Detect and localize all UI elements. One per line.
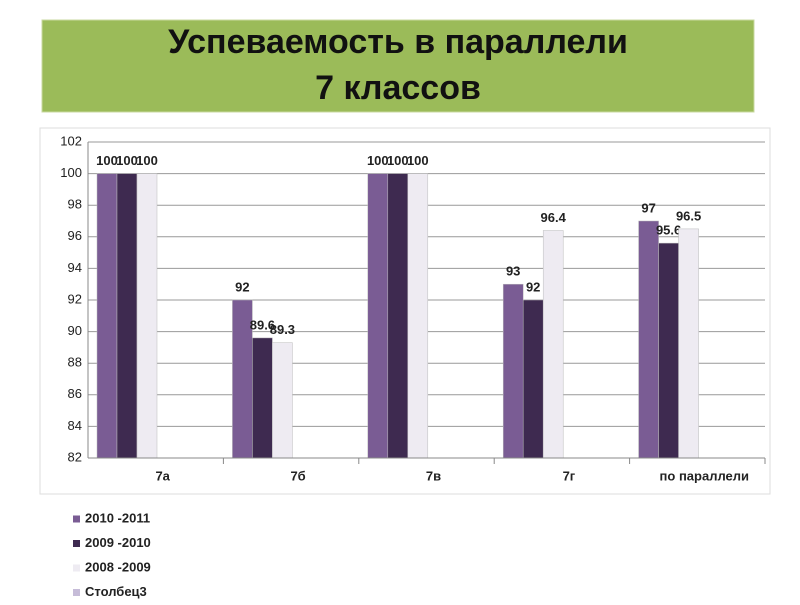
legend-swatch — [73, 589, 80, 596]
chart-title: Успеваемость в параллели — [168, 23, 628, 61]
x-tick-label: 7г — [563, 468, 576, 483]
y-tick-label: 92 — [68, 291, 82, 306]
y-tick-label: 88 — [68, 355, 82, 370]
bar — [116, 173, 138, 459]
bar — [272, 342, 293, 459]
x-tick-label: по параллели — [660, 468, 749, 483]
data-label: 92 — [235, 279, 249, 294]
data-label: 89.6 — [250, 317, 275, 332]
bar — [252, 337, 273, 459]
title-box — [41, 19, 755, 113]
data-label: 95.6 — [656, 223, 681, 238]
bar — [96, 173, 118, 459]
legend-label: Столбец3 — [85, 584, 147, 599]
bar — [658, 242, 679, 459]
bar — [542, 230, 564, 459]
y-tick-label: 102 — [60, 133, 82, 148]
bar — [387, 173, 409, 459]
data-label: 100 — [136, 153, 158, 168]
y-tick-label: 98 — [68, 197, 82, 212]
data-label: 92 — [526, 279, 540, 294]
y-tick-label: 84 — [68, 418, 82, 433]
bar — [522, 299, 544, 459]
bar — [136, 173, 158, 459]
legend-label: 2010 -2011 — [85, 510, 150, 525]
legend-swatch — [73, 564, 80, 572]
bar — [407, 173, 429, 459]
data-label: 96.5 — [676, 208, 701, 223]
y-tick-label: 100 — [60, 165, 82, 180]
data-label: 89.3 — [270, 322, 295, 337]
y-tick-label: 94 — [68, 260, 82, 275]
x-tick-label: 7а — [155, 468, 170, 483]
data-label: 100 — [116, 153, 138, 168]
x-tick-label: 7в — [426, 468, 441, 483]
legend-swatch — [73, 515, 80, 523]
bar — [638, 220, 659, 459]
chart-title: 7 классов — [315, 69, 481, 107]
bar — [502, 283, 524, 459]
data-label: 100 — [407, 153, 429, 168]
x-tick-label: 7б — [290, 468, 305, 483]
bar — [678, 228, 699, 459]
legend-swatch — [73, 540, 80, 547]
y-tick-label: 90 — [68, 323, 82, 338]
y-tick-label: 86 — [68, 386, 82, 401]
data-label: 93 — [506, 264, 520, 279]
data-label: 100 — [367, 153, 389, 168]
data-label: 100 — [96, 153, 118, 168]
data-label: 100 — [387, 153, 409, 168]
bar — [367, 173, 389, 459]
data-label: 96.4 — [541, 210, 567, 225]
y-tick-label: 96 — [68, 228, 82, 243]
data-label: 97 — [641, 200, 655, 215]
legend-label: 2009 -2010 — [85, 535, 151, 550]
y-tick-label: 82 — [68, 449, 82, 464]
legend-label: 2008 -2009 — [85, 559, 151, 574]
